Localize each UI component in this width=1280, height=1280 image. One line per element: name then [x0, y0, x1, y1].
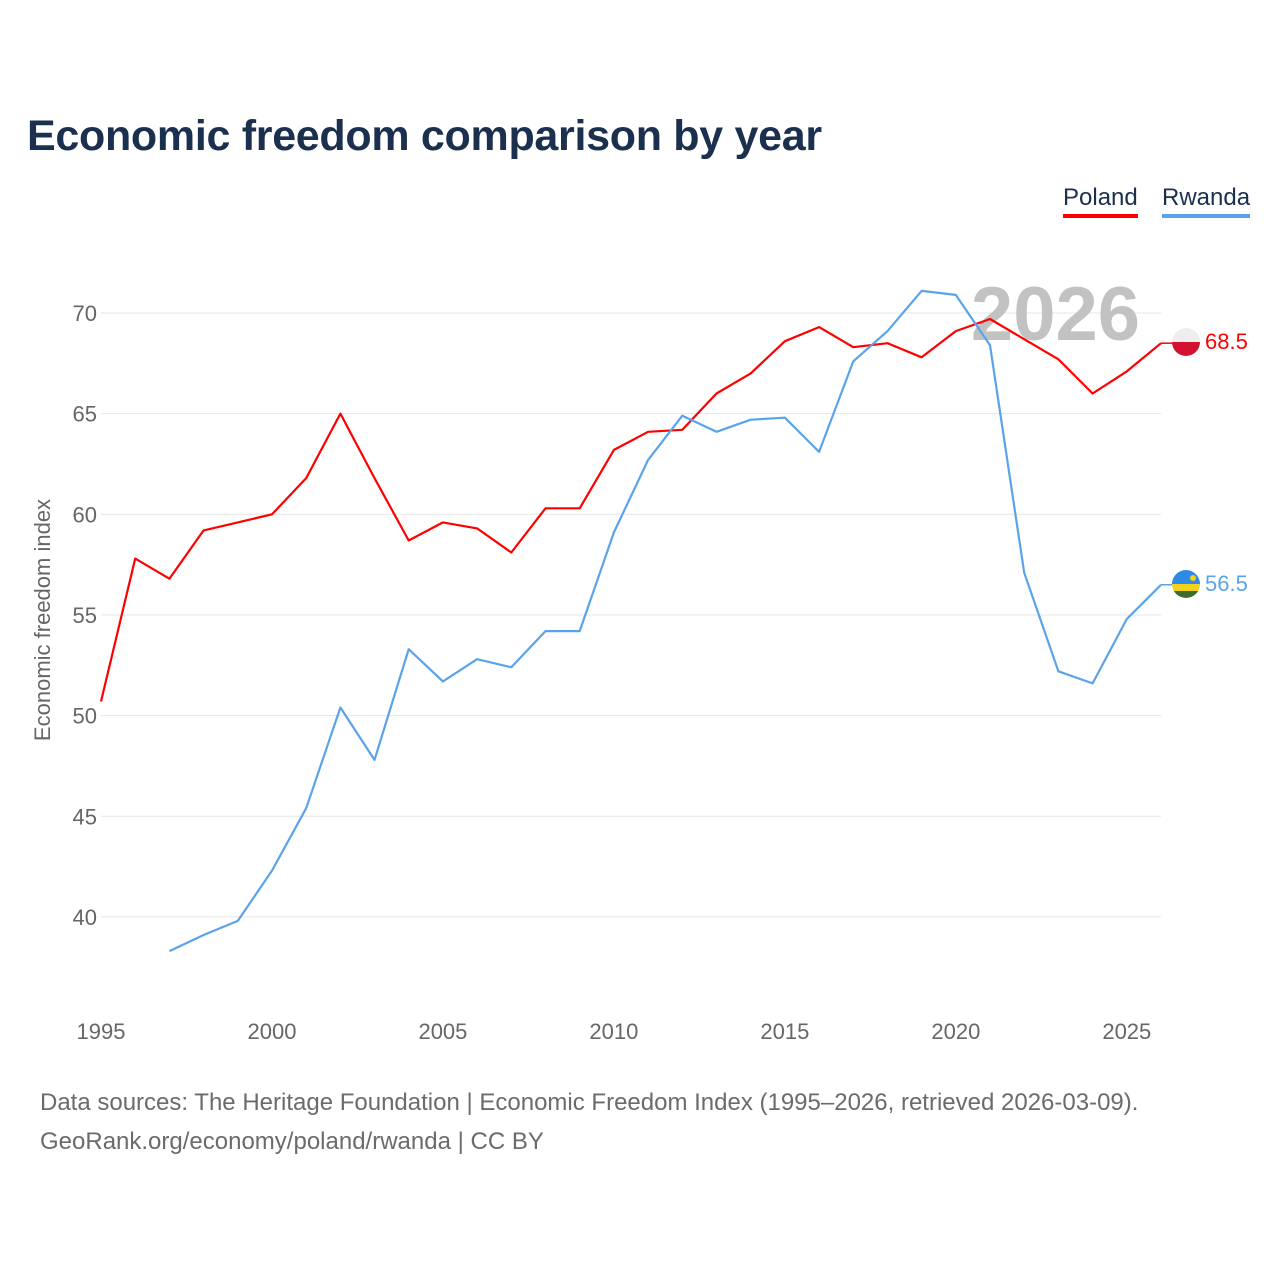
y-tick-label: 45 — [73, 804, 97, 829]
poland-end-label: 68.5 — [1205, 329, 1248, 354]
chart-title: Economic freedom comparison by year — [27, 112, 822, 160]
year-watermark: 2026 — [971, 272, 1140, 357]
rwanda-end-label: 56.5 — [1205, 571, 1248, 596]
x-tick-label: 1995 — [77, 1019, 126, 1044]
y-tick-label: 65 — [73, 402, 97, 427]
x-tick-label: 2010 — [589, 1019, 638, 1044]
x-tick-label: 2015 — [760, 1019, 809, 1044]
x-tick-label: 2005 — [418, 1019, 467, 1044]
x-tick-label: 2020 — [931, 1019, 980, 1044]
data-source-text: Data sources: The Heritage Foundation | … — [40, 1089, 1139, 1116]
y-tick-label: 40 — [73, 905, 97, 930]
rwanda-series-line — [168, 289, 1162, 953]
legend-rwanda[interactable]: Rwanda — [1162, 184, 1251, 218]
legend-poland[interactable]: Poland — [1063, 184, 1138, 218]
rwanda-flag-icon — [1172, 570, 1200, 598]
y-axis-label: Economic freedom index — [30, 499, 55, 741]
poland-series-line — [99, 317, 1162, 702]
attribution-text: GeoRank.org/economy/poland/rwanda | CC B… — [40, 1128, 544, 1155]
x-tick-label: 2025 — [1102, 1019, 1151, 1044]
y-tick-label: 60 — [73, 502, 97, 527]
y-tick-label: 55 — [73, 603, 97, 628]
poland-flag-icon — [1172, 328, 1200, 356]
y-tick-label: 70 — [73, 301, 97, 326]
x-tick-label: 2000 — [247, 1019, 296, 1044]
y-tick-label: 50 — [73, 704, 97, 729]
